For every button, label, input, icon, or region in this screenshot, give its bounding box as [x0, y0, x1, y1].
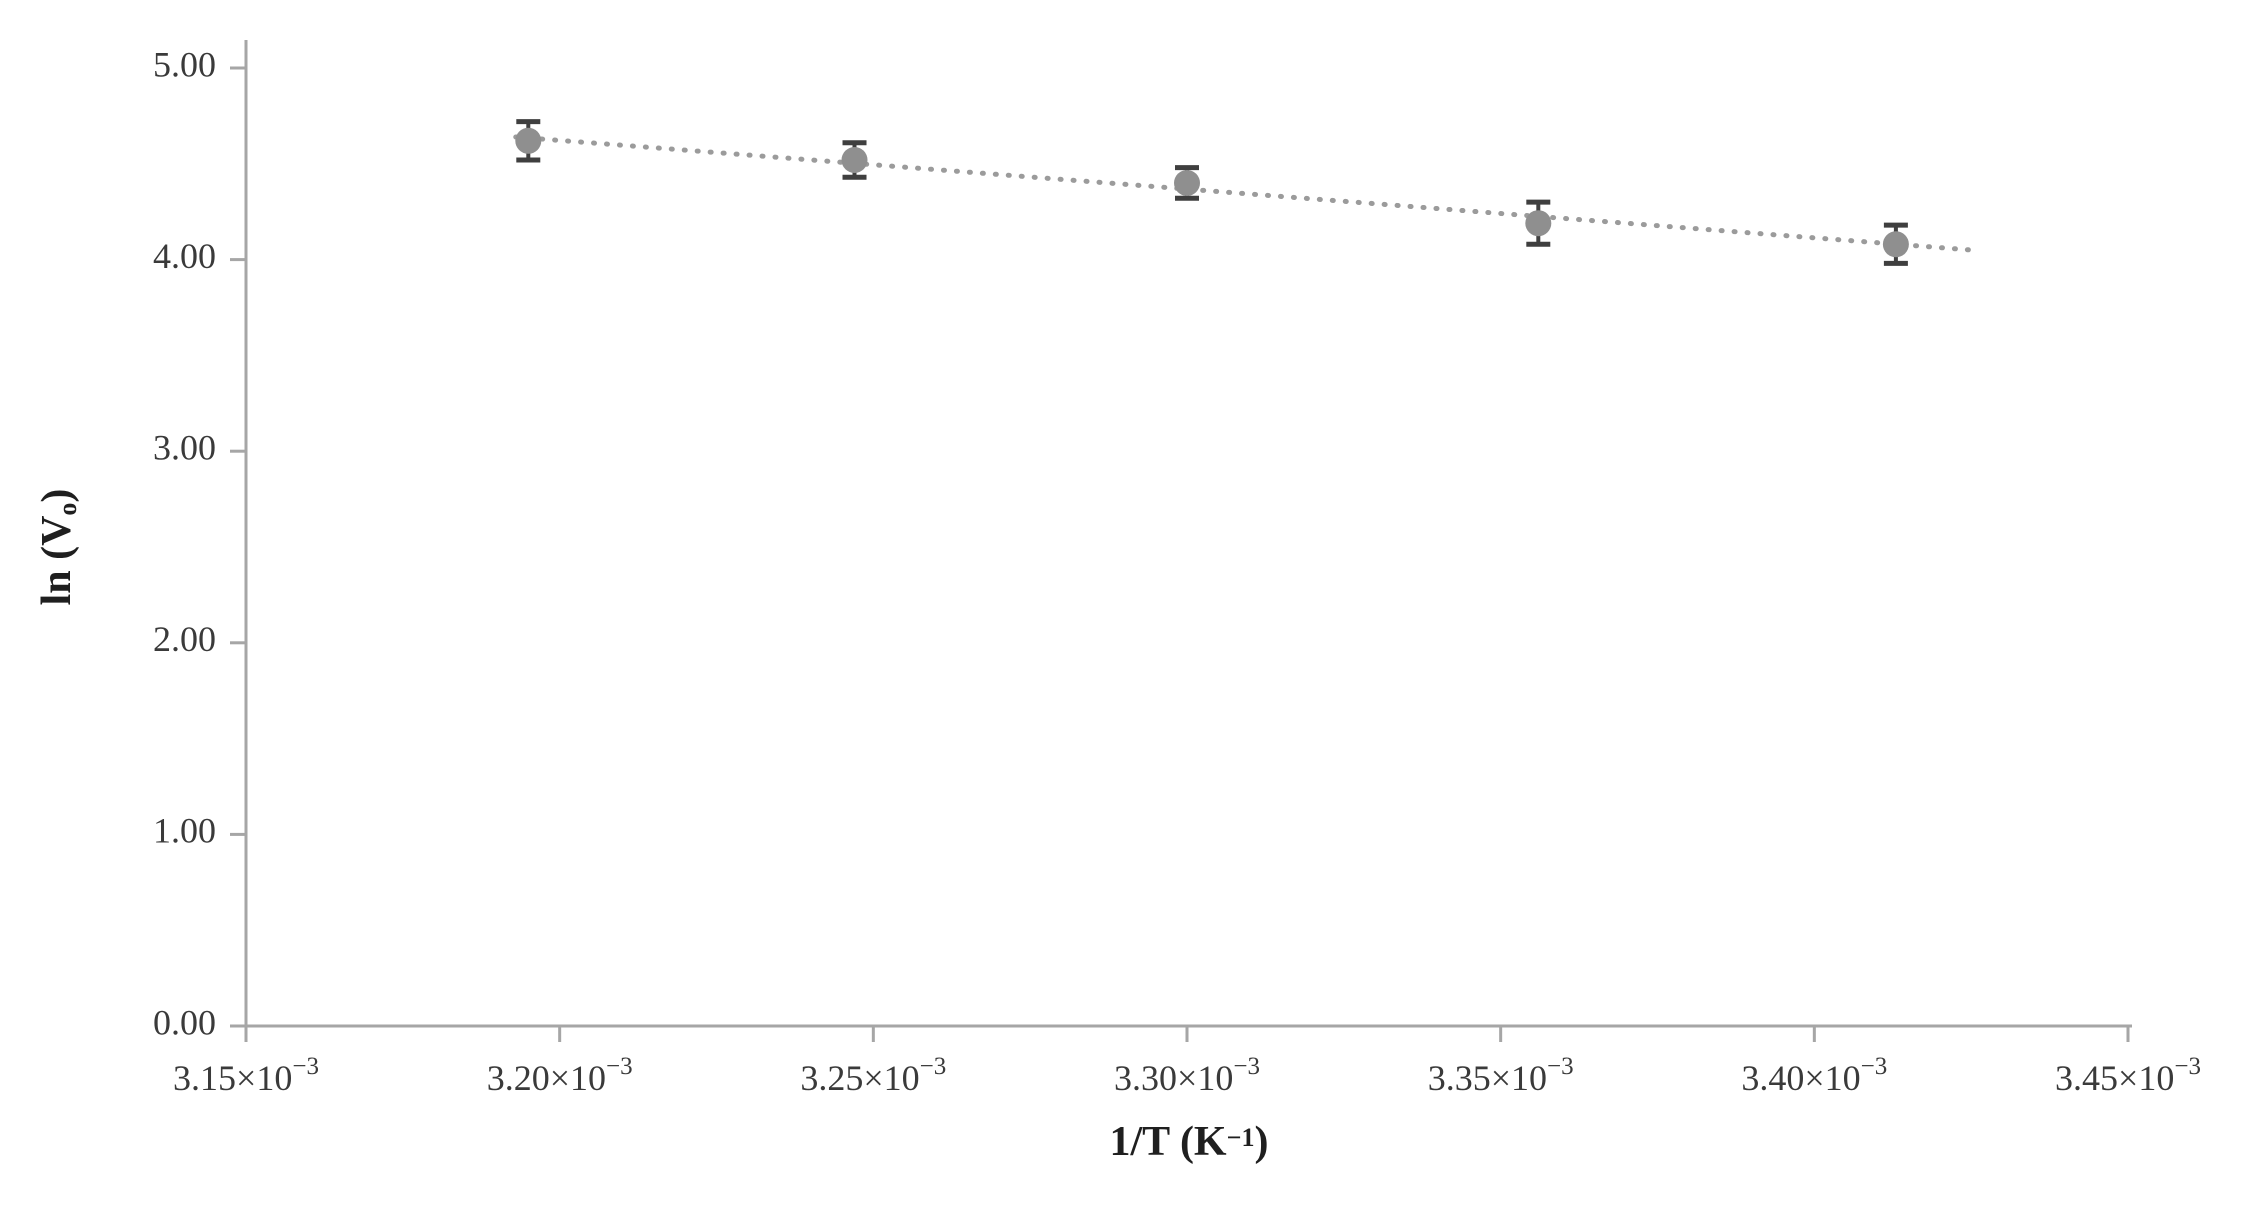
- y-axis-title-close: ): [34, 488, 80, 503]
- x-axis-title: 1/T (K−1): [246, 1118, 2132, 1166]
- data-point: [515, 127, 542, 154]
- x-tick-label: 3.40×10−3: [1741, 1053, 1887, 1098]
- x-tick-label: 3.15×10−3: [173, 1053, 319, 1098]
- y-axis-title: ln (Vo): [33, 489, 83, 606]
- y-axis-title-text: ln (V: [34, 515, 80, 606]
- y-tick-label: 4.00: [153, 236, 216, 276]
- y-tick-label: 5.00: [153, 44, 216, 84]
- x-axis-title-text: 1/T (K: [1109, 1119, 1227, 1165]
- x-tick-label: 3.20×10−3: [487, 1053, 633, 1098]
- x-tick-label: 3.30×10−3: [1114, 1053, 1260, 1098]
- x-axis-title-superscript: −1: [1226, 1123, 1255, 1152]
- data-point: [1174, 169, 1200, 196]
- data-point: [1882, 231, 1909, 258]
- x-axis-title-close: ): [1254, 1119, 1269, 1165]
- x-tick-label: 3.35×10−3: [1428, 1053, 1574, 1098]
- y-axis-title-subscript: o: [53, 502, 82, 516]
- trendline-dotted: [513, 134, 1974, 253]
- x-tick-label: 3.25×10−3: [800, 1053, 946, 1098]
- x-tick-label: 3.45×10−3: [2055, 1053, 2201, 1098]
- data-point: [841, 146, 868, 173]
- y-tick-label: 0.00: [153, 1002, 216, 1042]
- y-tick-label: 3.00: [153, 427, 216, 467]
- y-tick-label: 2.00: [153, 619, 216, 659]
- y-tick-label: 1.00: [153, 811, 216, 851]
- data-point: [1525, 210, 1552, 237]
